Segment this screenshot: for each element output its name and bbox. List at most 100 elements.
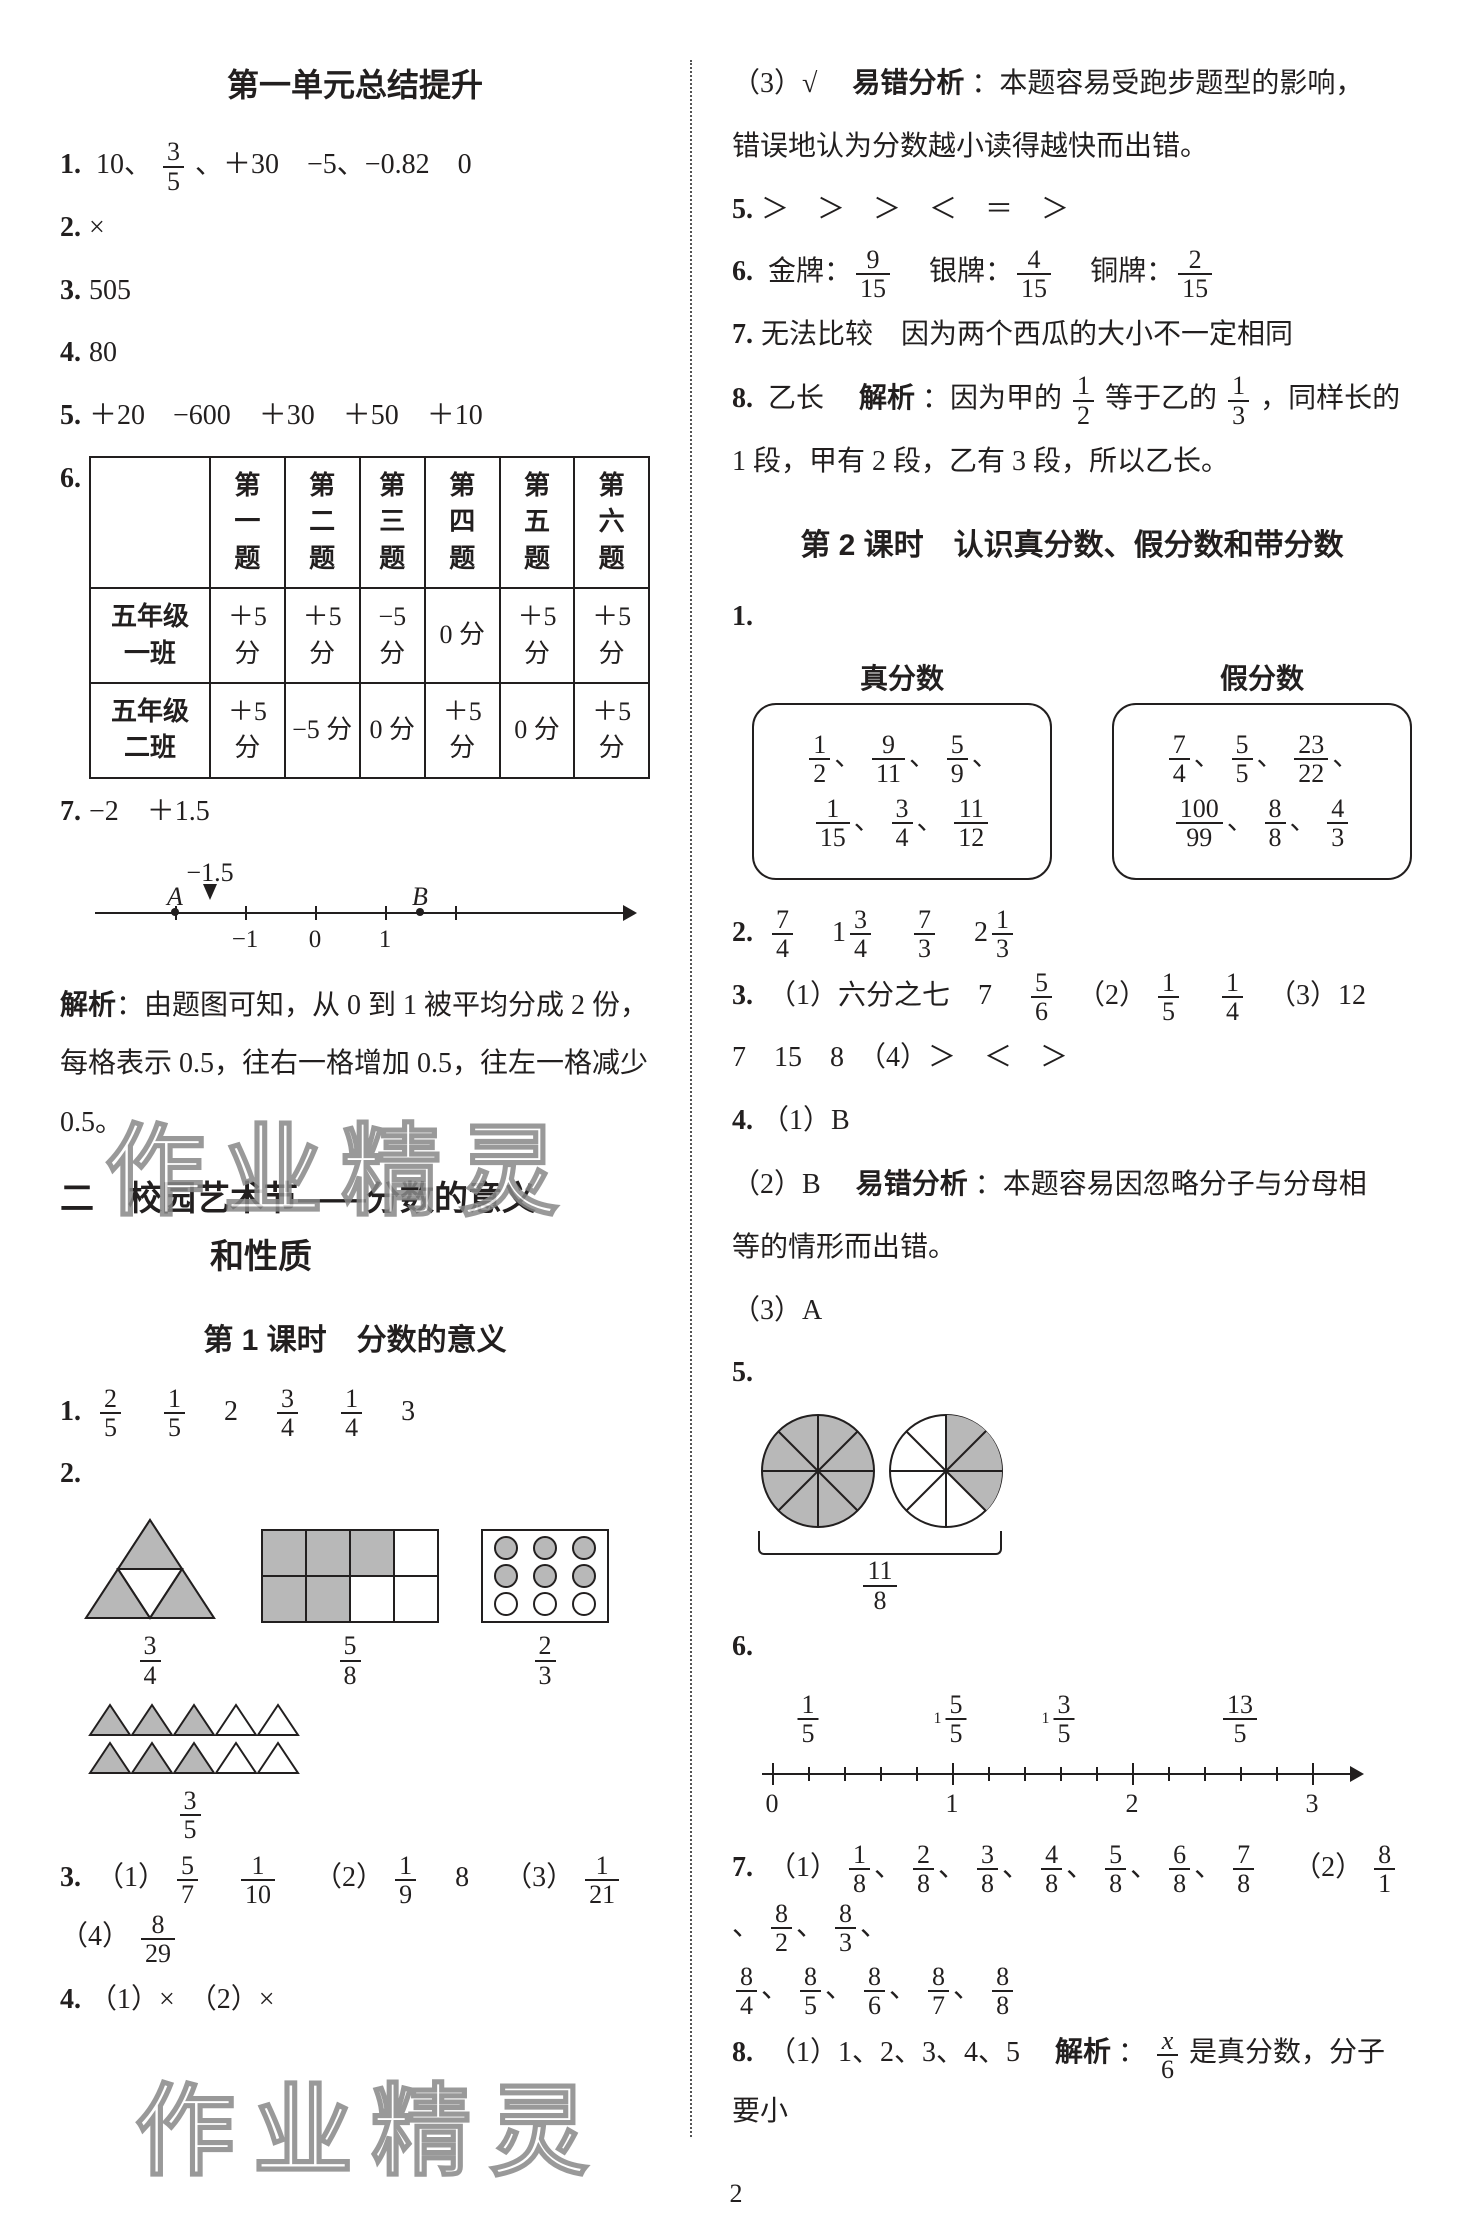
analysis-text: ：由题图可知，从 0 到 1 被平均分成 2 份，每格表示 0.5，往右一格增加… bbox=[60, 990, 648, 1139]
page: 第一单元总结提升 1. 10、 35 、＋30 −5、−0.82 0 2. × 3… bbox=[0, 0, 1472, 2227]
page-number: 2 bbox=[730, 2179, 743, 2209]
r2-q3-p1: （1）六分之七 7 bbox=[768, 980, 1020, 1011]
scores-table: 第 一 题 第 二 题 第 三 题 第 四 题 第 五 题 第 六 题 五年级 … bbox=[89, 456, 650, 779]
r2-q1-num: 1. bbox=[732, 601, 753, 632]
gold-label: 金牌： bbox=[768, 256, 852, 287]
r2-q8-num: 8. bbox=[732, 2037, 753, 2068]
r5: 5.＞ ＞ ＞ ＜ ＝ ＞ bbox=[732, 181, 1412, 240]
r2-q8-b: ： bbox=[1118, 2037, 1146, 2068]
r2-q7-num: 7. bbox=[732, 1852, 753, 1883]
right-column: （3）√ 易错分析 ：本题容易受跑步题型的影响， 错误地认为分数越小读得越快而出… bbox=[692, 50, 1412, 2197]
cell: −5 分 bbox=[285, 683, 360, 778]
left-column: 第一单元总结提升 1. 10、 35 、＋30 −5、−0.82 0 2. × 3… bbox=[60, 50, 690, 2197]
q5-text: ＋20 −600 ＋30 ＋50 ＋10 bbox=[89, 400, 483, 431]
r2-q5-num: 5. bbox=[732, 1357, 753, 1388]
r2-q8-a: （1）1、2、3、4、5 bbox=[768, 2037, 1048, 2068]
q5-num: 5. bbox=[60, 400, 81, 431]
fraction-boxes: 真分数 12、 911、 59、 115、 34、 1112 假分数 bbox=[752, 657, 1412, 880]
q7-num: 7. bbox=[60, 796, 81, 827]
r2-q6-num: 6. bbox=[732, 1631, 753, 1662]
r8-label: 解析 bbox=[859, 382, 915, 413]
l1-q3: 3. （1） 57 110 （2） 19 8 （3） 121 （4） 829 bbox=[60, 1849, 650, 1967]
r2-q4-2c: 等的情形而出错。 bbox=[732, 1219, 1412, 1278]
q1-num: 1. bbox=[60, 149, 81, 180]
cell: ＋5 分 bbox=[574, 683, 649, 778]
q5: 5. ＋20 −600 ＋30 ＋50 ＋10 bbox=[60, 387, 650, 446]
q3-num: 3. bbox=[60, 275, 81, 306]
r7: 7.无法比较 因为两个西瓜的大小不一定相同 bbox=[732, 306, 1412, 365]
cell: ＋5 分 bbox=[210, 683, 285, 778]
r2-q5: 5. bbox=[732, 1344, 1412, 1403]
r-t1b: ：本题容易受跑步题型的影响， bbox=[971, 68, 1363, 99]
pie-partial-icon bbox=[886, 1411, 1006, 1531]
triangle-figure: 34 bbox=[80, 1514, 220, 1689]
q6-num: 6. bbox=[60, 450, 81, 509]
nl2-lbl: 0 bbox=[766, 1789, 779, 1819]
l1-q4-text: （1）× （2）× bbox=[89, 1984, 275, 2015]
r7-num: 7. bbox=[732, 319, 753, 350]
r8a: 乙长 bbox=[768, 383, 852, 414]
box1-title: 真分数 bbox=[752, 657, 1052, 697]
r2-q3-p2: （2） bbox=[1063, 980, 1147, 1011]
q7: 7. −2 ＋1.5 bbox=[60, 783, 650, 842]
q3: 3. 505 bbox=[60, 262, 650, 321]
nl2-lbl: 3 bbox=[1306, 1789, 1319, 1819]
r2-q4-1: 4.（1）B bbox=[732, 1092, 1412, 1151]
r-t1a: （3）√ bbox=[732, 68, 845, 99]
w: 1 bbox=[934, 1710, 942, 1727]
w: 1 bbox=[832, 917, 846, 948]
triangles-figure: 35 bbox=[80, 1699, 300, 1844]
q4: 4.80 bbox=[60, 324, 650, 383]
l1-q4-num: 4. bbox=[60, 1984, 81, 2015]
r2-q7-l2: 84、 85、 86、 87、 88 bbox=[732, 1960, 1412, 2019]
q2-text: × bbox=[89, 212, 105, 243]
figure-row-2: 35 bbox=[80, 1699, 650, 1844]
unit-title: 第一单元总结提升 bbox=[60, 60, 650, 106]
analysis-label: 解析 bbox=[60, 989, 116, 1020]
cell: ＋5 分 bbox=[425, 683, 500, 778]
l1-q3-num: 3. bbox=[60, 1862, 81, 1893]
r2-q6: 6. bbox=[732, 1618, 1412, 1677]
r8-num: 8. bbox=[732, 383, 753, 414]
rh1: 五年级 一班 bbox=[90, 588, 210, 683]
err-label: 易错分析 bbox=[856, 1168, 968, 1199]
nl-lbl: −1 bbox=[232, 926, 259, 954]
nl2-lbl: 1 bbox=[946, 1789, 959, 1819]
th5: 第 五 题 bbox=[500, 457, 575, 588]
q7-text: −2 ＋1.5 bbox=[89, 796, 210, 827]
proper-fractions-box: 真分数 12、 911、 59、 115、 34、 1112 bbox=[752, 657, 1052, 880]
sec2-line1: 二 校园艺术节——分数的意义 bbox=[60, 1180, 536, 1218]
nl-lbl: 1 bbox=[379, 926, 392, 954]
q4-text: 80 bbox=[89, 337, 117, 368]
nl2-lbl: 2 bbox=[1126, 1789, 1139, 1819]
pie-figures bbox=[758, 1411, 1412, 1531]
q2: 2. × bbox=[60, 199, 650, 258]
cell: ＋5 分 bbox=[500, 588, 575, 683]
q1-text-a: 10、 bbox=[96, 149, 152, 180]
r2-q8: 8. （1）1、2、3、4、5 解析 ： x6 是真分数，分子要小 bbox=[732, 2023, 1412, 2142]
l1-q2-num: 2. bbox=[60, 1458, 81, 1489]
p: （4） bbox=[60, 1921, 130, 1952]
silver-label: 银牌： bbox=[929, 256, 1013, 287]
r8c: 等于乙的 bbox=[1105, 383, 1217, 414]
r2-q4-3: （3）A bbox=[732, 1282, 1412, 1341]
lesson2-title: 第 2 课时 认识真分数、假分数和带分数 bbox=[732, 520, 1412, 564]
q1-frac: 35 bbox=[163, 138, 184, 195]
th4: 第 四 题 bbox=[425, 457, 500, 588]
r2-q4-2a: （2）B bbox=[732, 1169, 849, 1200]
grid-icon bbox=[260, 1528, 440, 1624]
cell: 0 分 bbox=[500, 683, 575, 778]
q3-text: 505 bbox=[89, 275, 131, 306]
r6: 6. 金牌：915 银牌：415 铜牌：215 bbox=[732, 243, 1412, 302]
q4-num: 4. bbox=[60, 337, 81, 368]
r-line: （3）√ 易错分析 ：本题容易受跑步题型的影响， bbox=[732, 54, 1412, 114]
cell: 0 分 bbox=[360, 683, 425, 778]
r2-q2-num: 2. bbox=[732, 917, 753, 948]
q1: 1. 10、 35 、＋30 −5、−0.82 0 bbox=[60, 136, 650, 195]
improper-fractions-box: 假分数 74、 55、 2322、 10099、 88、 43 bbox=[1112, 657, 1412, 880]
q6: 6. 第 一 题 第 二 题 第 三 题 第 四 题 第 五 题 第 六 题 五… bbox=[60, 450, 650, 779]
r2-q7: 7. （1） 18、 28、 38、 48、 58、 68、 78 （2） 81… bbox=[732, 1839, 1412, 1957]
l1-q1-mid: 2 bbox=[224, 1396, 238, 1427]
q2-num: 2. bbox=[60, 212, 81, 243]
t: 8 bbox=[427, 1862, 469, 1893]
